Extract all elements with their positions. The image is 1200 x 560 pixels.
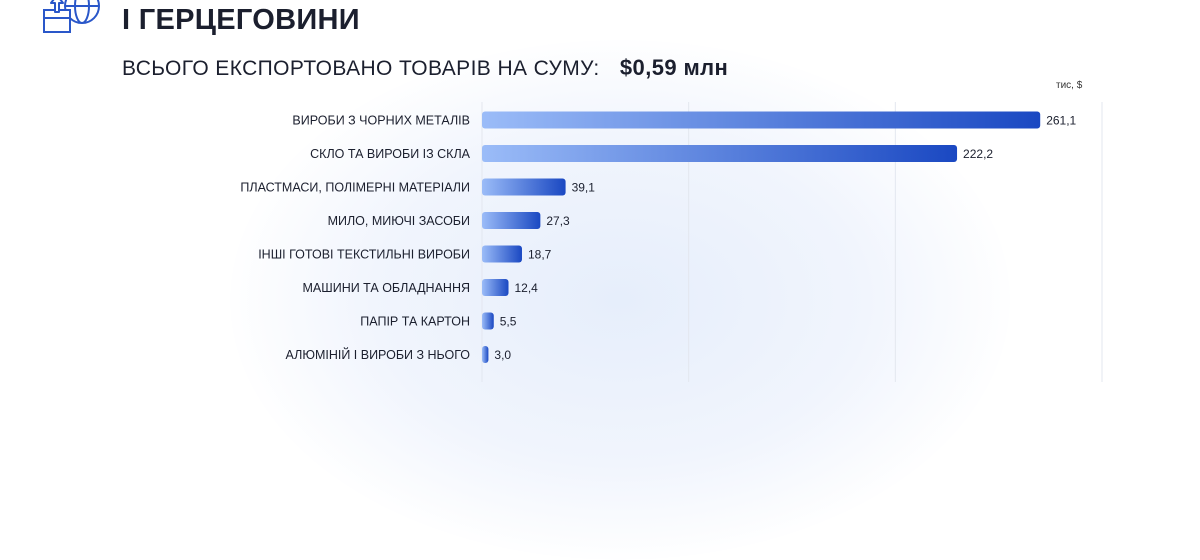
category-label: АЛЮМІНІЙ І ВИРОБИ З НЬОГО [286,347,471,362]
chart-title: І ГЕРЦЕГОВИНИ [122,4,360,36]
category-label: ІНШІ ГОТОВІ ТЕКСТИЛЬНІ ВИРОБИ [258,248,470,262]
bar [482,145,958,162]
value-label: 39,1 [572,181,596,195]
value-label: 261,1 [1046,114,1076,128]
total-export-label: ВСЬОГО ЕКСПОРТОВАНО ТОВАРІВ НА СУМУ: [122,57,600,80]
category-label: ВИРОБИ З ЧОРНИХ МЕТАЛІВ [292,114,470,128]
category-label: МИЛО, МИЮЧІ ЗАСОБИ [328,214,470,228]
bar [482,312,494,330]
unit-label: тис, $ [1056,80,1083,91]
value-label: 222,2 [963,147,993,161]
bar [482,279,509,296]
export-globe-box-icon [43,0,100,33]
category-label: ПАПІР ТА КАРТОН [360,315,470,329]
bar-row: МИЛО, МИЮЧІ ЗАСОБИ 27,3 [328,212,570,229]
category-label: МАШИНИ ТА ОБЛАДНАННЯ [303,281,471,295]
bar-row: МАШИНИ ТА ОБЛАДНАННЯ 12,4 [303,279,539,296]
bar [482,111,1041,129]
bar [482,212,541,229]
value-label: 27,3 [546,214,570,228]
bar-row: ПЛАСТМАСИ, ПОЛІМЕРНІ МАТЕРІАЛИ 39,1 [240,178,596,196]
bar-row: ІНШІ ГОТОВІ ТЕКСТИЛЬНІ ВИРОБИ 18,7 [258,245,552,263]
total-export-value: $0,59 млн [619,55,729,80]
value-label: 3,0 [494,348,511,362]
bar-row: АЛЮМІНІЙ І ВИРОБИ З НЬОГО 3,0 [286,346,511,363]
category-label: СКЛО ТА ВИРОБИ ІЗ СКЛА [310,147,471,161]
bar-row: СКЛО ТА ВИРОБИ ІЗ СКЛА 222,2 [310,145,993,162]
value-label: 12,4 [515,281,539,295]
bar [482,245,522,263]
value-label: 5,5 [500,315,517,329]
bar-row: ПАПІР ТА КАРТОН 5,5 [360,312,517,330]
total-export-summary: ВСЬОГО ЕКСПОРТОВАНО ТОВАРІВ НА СУМУ: $0,… [122,55,728,81]
bar-chart: ВИРОБИ З ЧОРНИХ МЕТАЛІВ 261,1 СКЛО ТА ВИРО… [240,102,1103,382]
bar-row: ВИРОБИ З ЧОРНИХ МЕТАЛІВ 261,1 [292,111,1077,129]
bar [482,346,489,363]
value-label: 18,7 [528,248,552,262]
category-label: ПЛАСТМАСИ, ПОЛІМЕРНІ МАТЕРІАЛИ [240,181,470,195]
bar [482,178,566,196]
